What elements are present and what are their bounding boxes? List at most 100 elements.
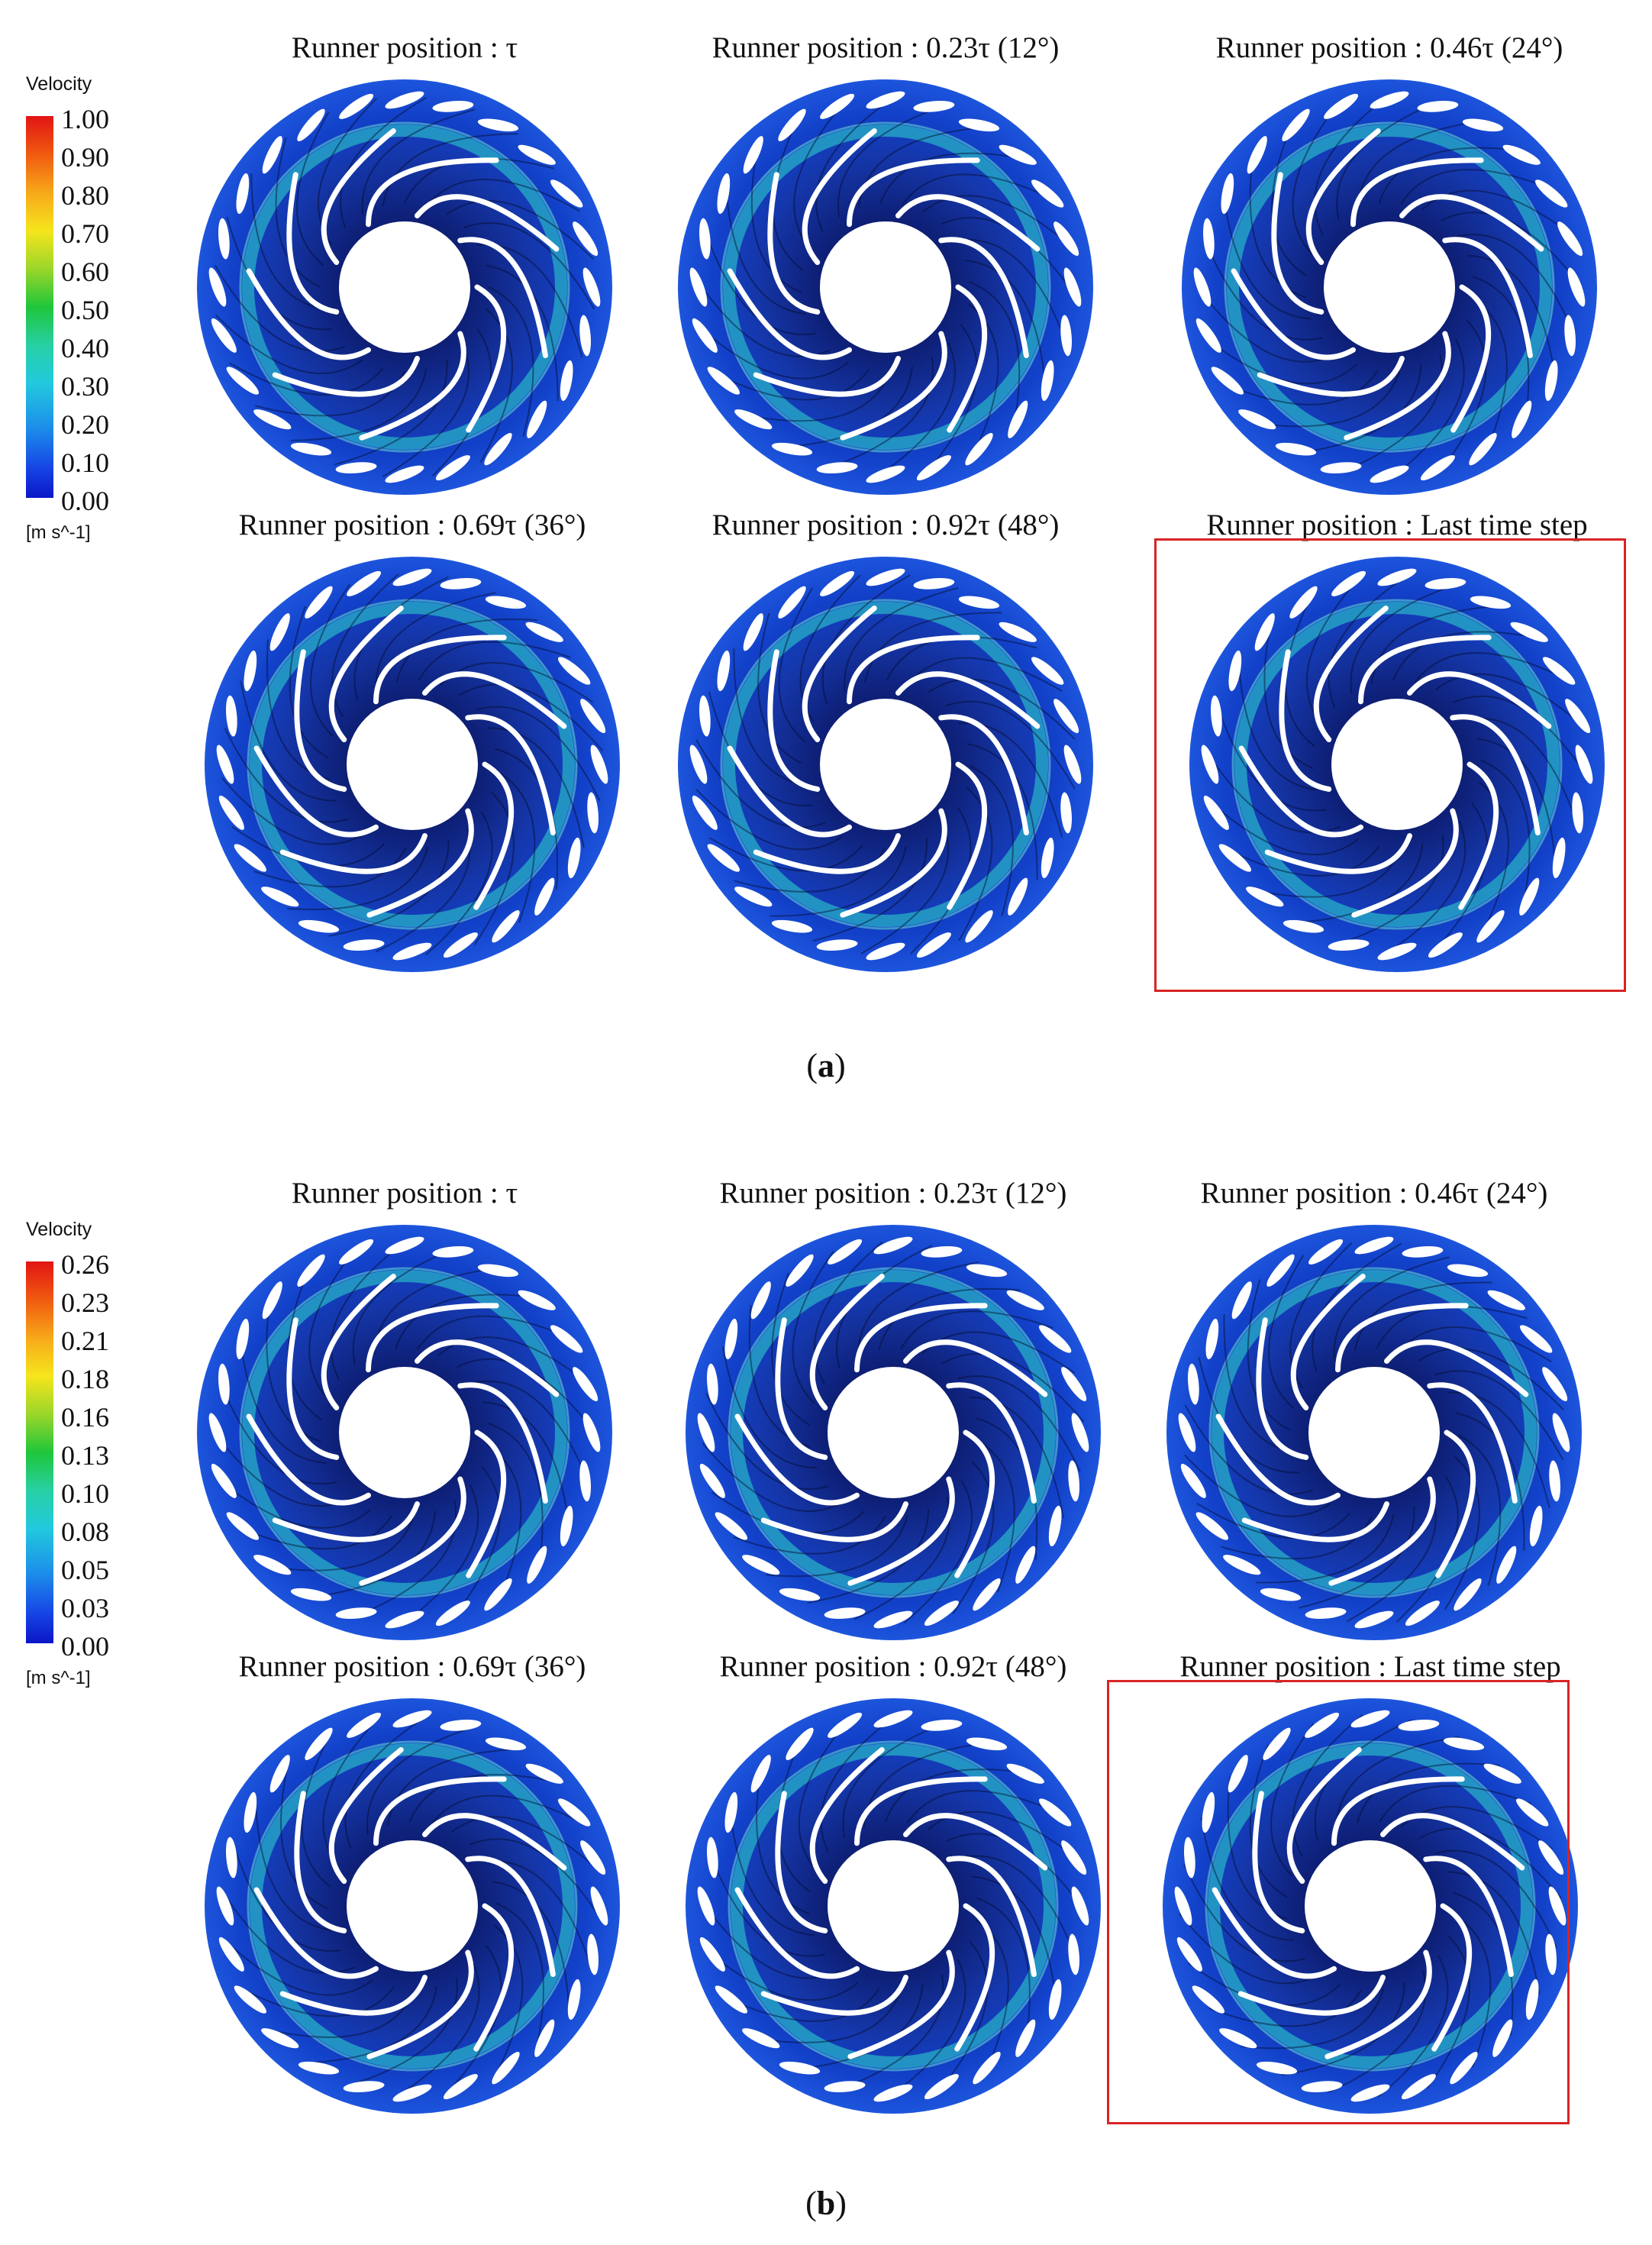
guide-vane <box>1053 699 1079 734</box>
runner-blade <box>1450 284 1492 433</box>
guide-vane <box>1552 1413 1570 1452</box>
streamline <box>924 324 978 475</box>
guide-vane <box>525 1763 563 1784</box>
guide-vane <box>828 1712 863 1738</box>
guide-vane <box>208 267 227 307</box>
runner-blade <box>466 284 507 433</box>
streamline <box>287 846 429 911</box>
guide-vane <box>1187 1363 1199 1405</box>
streamline <box>366 1725 477 1835</box>
streamline <box>792 1250 834 1404</box>
streamline <box>908 657 1063 692</box>
guide-vane <box>779 1588 821 1601</box>
streamline <box>879 152 1028 204</box>
guide-vane <box>385 91 424 109</box>
runner-blade <box>457 237 548 359</box>
guide-vane <box>1203 795 1229 830</box>
runner-hub <box>347 699 478 830</box>
runner-blade <box>1358 635 1492 705</box>
guide-vane <box>392 2084 432 2102</box>
guide-vane <box>866 568 905 586</box>
guide-vane <box>550 179 583 208</box>
runner-blade <box>1237 1975 1386 2016</box>
guide-vane <box>347 1712 382 1738</box>
guide-vane <box>290 442 332 456</box>
streamline <box>1444 1455 1480 1610</box>
runner-blade <box>802 128 877 266</box>
guide-vane <box>518 1290 556 1310</box>
legend-tick: 0.60 <box>61 257 109 287</box>
runner-blade <box>775 1791 828 1933</box>
guide-vane <box>518 144 556 165</box>
runner-blade <box>253 745 379 838</box>
streamline <box>755 1989 902 2043</box>
streamline <box>1333 1256 1450 1359</box>
guide-vane <box>343 2081 385 2093</box>
guide-vane <box>921 1245 963 1258</box>
legend-title: Velocity <box>26 73 92 95</box>
guide-vane <box>1048 1505 1062 1547</box>
guide-vane <box>485 596 527 609</box>
velocity-legend: Velocity 0.26 0.23 0.21 0.18 0.16 0.13 0… <box>26 1176 179 1688</box>
streamline <box>695 789 844 851</box>
guide-vane <box>1320 462 1362 474</box>
streamline <box>239 1986 394 2017</box>
streamline <box>1356 1762 1500 1823</box>
streamline <box>821 574 911 705</box>
streamline <box>221 777 366 845</box>
runner-blade <box>1351 808 1459 918</box>
guide-vane <box>1015 1546 1036 1584</box>
subfigure-b-6: Runner position : Last time step <box>1126 1649 1615 2138</box>
streamline <box>452 1465 501 1618</box>
subfigure-b-2: Runner position : 0.23τ (12°) <box>649 1176 1137 1665</box>
runner-blade <box>279 833 428 874</box>
guide-vane <box>873 1710 913 1728</box>
flow-ring <box>242 1270 567 1595</box>
guide-vane <box>1174 1886 1192 1926</box>
runner-blade <box>1450 714 1541 836</box>
subfigure-a-1: Runner position : τ <box>160 31 649 519</box>
legend-unit: [m s^-1] <box>26 522 91 543</box>
runner-blade <box>473 1903 515 2052</box>
guide-vane <box>218 1363 230 1405</box>
guide-vane <box>1180 1463 1206 1498</box>
runner-blade <box>727 745 852 838</box>
guide-vane <box>707 844 740 872</box>
guide-vane <box>432 100 474 112</box>
runner-blade <box>1286 1747 1362 1885</box>
streamline <box>418 641 571 681</box>
guide-vane <box>226 367 259 395</box>
flow-ring <box>250 602 575 927</box>
runner-blade <box>414 194 560 252</box>
runner-blade <box>286 172 340 315</box>
guide-vane <box>1447 1264 1489 1278</box>
streamline <box>969 281 1021 430</box>
streamline <box>375 592 496 689</box>
guide-vane <box>1202 218 1215 260</box>
legend-ticks: 0.26 0.23 0.21 0.18 0.16 0.13 0.10 0.08 … <box>61 1251 168 1660</box>
streamline <box>352 1247 456 1365</box>
guide-vane <box>1041 837 1054 879</box>
guide-vane <box>1008 877 1028 916</box>
streamline <box>275 137 321 288</box>
streamline <box>331 573 399 718</box>
streamline <box>972 1875 1057 2005</box>
streamline <box>486 264 559 401</box>
flow-ring <box>1234 602 1560 927</box>
guide-vane <box>1496 1546 1517 1584</box>
runner-blade <box>1279 649 1332 792</box>
guide-vane <box>1483 1763 1521 1784</box>
guide-vane <box>225 695 237 737</box>
guide-vane <box>778 586 806 619</box>
runner-blade <box>767 172 821 315</box>
streamline <box>708 1853 825 1957</box>
legend-unit: [m s^-1] <box>26 1668 91 1688</box>
guide-vane <box>743 136 763 174</box>
streamline <box>812 837 928 942</box>
streamline <box>875 342 956 479</box>
streamline <box>928 1811 1079 1861</box>
runner-hub <box>347 1840 478 1972</box>
guide-vane <box>699 1937 725 1972</box>
guide-vane <box>1254 613 1275 651</box>
runner-hub <box>828 1367 959 1498</box>
